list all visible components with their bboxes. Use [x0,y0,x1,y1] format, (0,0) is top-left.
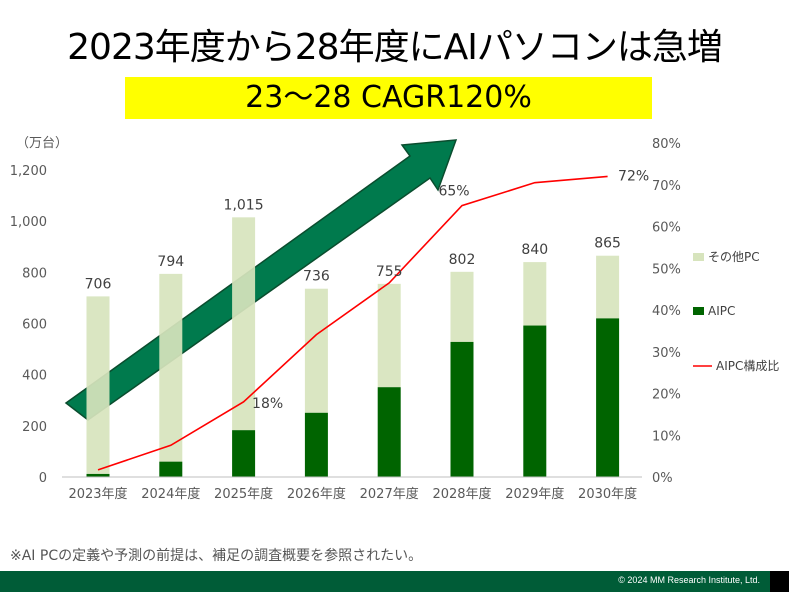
x-tick-label: 2024年度 [141,486,200,502]
bar-other-pc [159,273,183,462]
total-label: 802 [449,252,476,268]
cagr-banner: 23～28 CAGR120% [125,77,652,119]
cagr-banner-text: 23～28 CAGR120% [245,80,532,115]
bar-aipc [86,473,110,477]
y-left-tick-label: 800 [22,266,47,281]
y-left-tick-label: 1,000 [10,215,47,230]
y-right-tick-label: 70% [652,179,681,194]
total-label: 1,015 [224,197,264,213]
legend-label: AIPC [708,304,735,318]
y-right-tick-label: 30% [652,346,681,361]
bar-other-pc [596,255,620,319]
bar-aipc [377,387,401,477]
bar-aipc [304,412,328,477]
total-label: 794 [157,254,184,270]
line-annotation: 18% [252,396,283,412]
bar-aipc [159,461,183,477]
y-left-tick-label: 600 [22,318,47,333]
bar-other-pc [523,262,547,326]
legend-swatch [693,307,704,315]
y-left-unit: （万台） [16,136,68,151]
y-left-tick-label: 1,200 [10,164,47,179]
y-right-tick-label: 40% [652,304,681,319]
bar-other-pc [304,288,328,413]
legend-label: AIPC構成比 [716,359,779,373]
legend-label: その他PC [708,250,760,264]
y-right-tick-label: 80% [652,137,681,152]
footnote: ※AI PCの定義や予測の前提は、補足の調査概要を参照されたい。 [10,548,423,564]
x-tick-label: 2025年度 [214,486,273,502]
bar-other-pc [450,271,474,342]
total-label: 706 [85,276,112,292]
bar-aipc [232,430,256,477]
y-left-tick-label: 0 [39,471,47,486]
copyright: © 2024 MM Research Institute, Ltd. [618,575,760,585]
line-aipc-share [97,175,608,471]
bar-aipc [596,318,620,477]
y-left-tick-label: 400 [22,369,47,384]
total-label: 865 [594,236,621,252]
bar-aipc [523,325,547,477]
legend-swatch [693,253,704,261]
y-right-tick-label: 50% [652,262,681,277]
line-annotation: 72% [618,168,649,184]
bar-aipc [450,341,474,477]
x-tick-label: 2030年度 [578,486,637,502]
x-tick-label: 2028年度 [432,486,491,502]
y-left-tick-label: 200 [22,420,47,435]
bar-other-pc [377,283,401,388]
x-tick-label: 2023年度 [68,486,127,502]
footer-corner [770,571,789,592]
bar-other-pc [232,217,256,431]
page-title: 2023年度から28年度にAIパソコンは急増 [67,27,723,68]
x-tick-label: 2026年度 [287,486,346,502]
x-tick-label: 2029年度 [505,486,564,502]
y-right-tick-label: 10% [652,429,681,444]
total-label: 840 [521,242,548,258]
line-annotation: 65% [438,184,469,200]
y-right-tick-label: 0% [652,471,673,486]
x-tick-label: 2027年度 [360,486,419,502]
y-right-tick-label: 60% [652,221,681,236]
y-right-tick-label: 20% [652,388,681,403]
footer-bar: © 2024 MM Research Institute, Ltd. [0,571,770,592]
bar-other-pc [86,296,110,474]
total-label: 736 [303,269,330,285]
total-label: 755 [376,264,403,280]
